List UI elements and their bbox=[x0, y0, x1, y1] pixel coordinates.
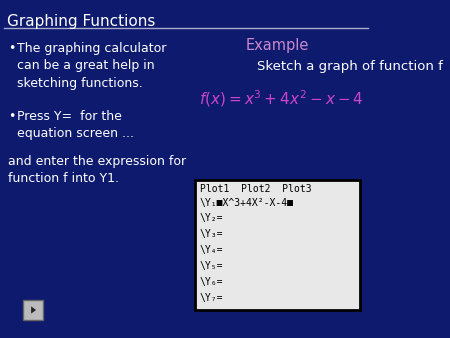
Polygon shape bbox=[31, 307, 36, 314]
Text: \Y₆=: \Y₆= bbox=[199, 277, 223, 287]
Text: Press Y=  for the
equation screen ...: Press Y= for the equation screen ... bbox=[17, 110, 134, 141]
Text: $\mathit{f}(\mathit{x}) = \mathit{x}^3 + 4\mathit{x}^2 - \mathit{x} - 4$: $\mathit{f}(\mathit{x}) = \mathit{x}^3 +… bbox=[199, 88, 364, 109]
Text: \Y₂=: \Y₂= bbox=[199, 213, 223, 223]
Text: The graphing calculator
can be a great help in
sketching functions.: The graphing calculator can be a great h… bbox=[17, 42, 166, 90]
Text: Graphing Functions: Graphing Functions bbox=[7, 14, 155, 29]
Text: \Y₁■X^3+4X²-X-4■: \Y₁■X^3+4X²-X-4■ bbox=[199, 198, 293, 208]
Text: Example: Example bbox=[246, 38, 309, 53]
FancyBboxPatch shape bbox=[23, 300, 43, 320]
Text: \Y₃=: \Y₃= bbox=[199, 229, 223, 239]
Text: •: • bbox=[8, 42, 16, 55]
FancyBboxPatch shape bbox=[194, 180, 360, 310]
Text: Plot1  Plot2  Plot3: Plot1 Plot2 Plot3 bbox=[199, 184, 311, 194]
Text: \Y₄=: \Y₄= bbox=[199, 245, 223, 255]
Text: \Y₇=: \Y₇= bbox=[199, 293, 223, 303]
Text: Sketch a graph of function f: Sketch a graph of function f bbox=[256, 60, 442, 73]
Text: and enter the expression for
function f into Y1.: and enter the expression for function f … bbox=[8, 155, 186, 186]
Text: \Y₅=: \Y₅= bbox=[199, 261, 223, 271]
Text: •: • bbox=[8, 110, 16, 123]
